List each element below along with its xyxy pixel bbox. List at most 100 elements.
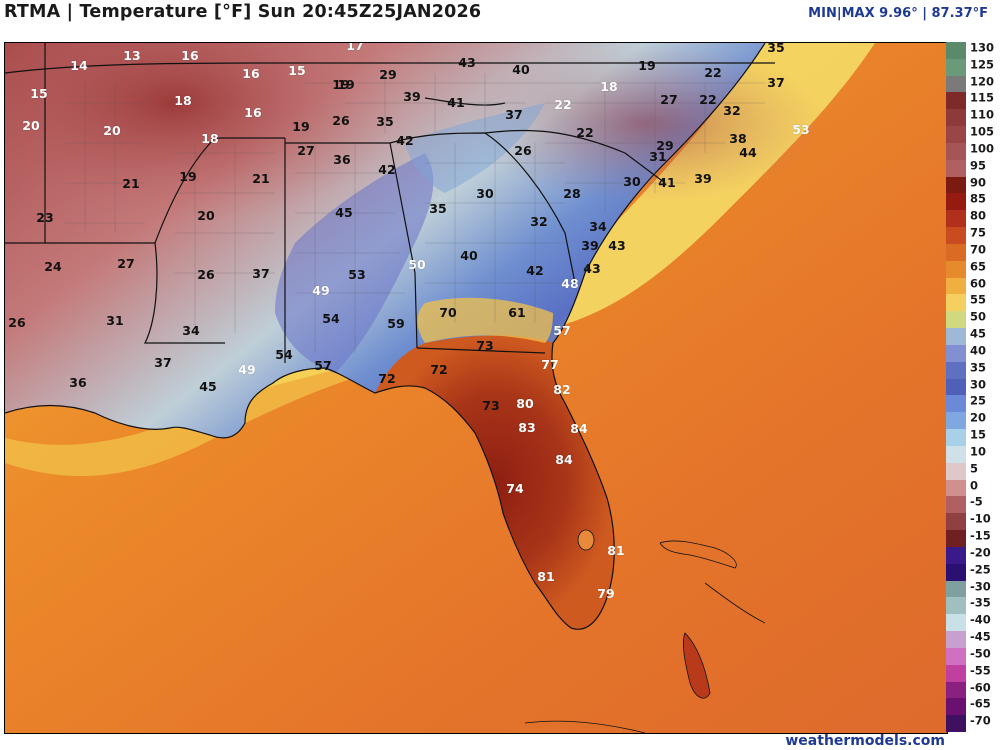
color-scale-tick: 130 [970, 40, 995, 55]
color-scale-tick: 70 [970, 242, 987, 257]
station-temp-value: 14 [70, 57, 88, 73]
color-scale-tick: 30 [970, 376, 987, 391]
station-temp-value: 36 [333, 151, 351, 167]
color-scale-tick: 50 [970, 309, 987, 324]
color-scale-tick: 120 [970, 73, 995, 88]
color-scale-tick: -35 [970, 595, 991, 610]
color-scale-segment [946, 445, 966, 464]
station-temp-value: 57 [553, 322, 571, 338]
station-temp-value: 39 [694, 170, 712, 186]
station-temp-value: 34 [182, 322, 200, 338]
station-temp-value: 34 [589, 218, 607, 234]
color-scale-segment [946, 361, 966, 380]
station-temp-value: 72 [378, 370, 396, 386]
color-scale-tick: -20 [970, 545, 991, 560]
color-scale-tick: 5 [970, 460, 979, 475]
color-scale-segment [946, 75, 966, 93]
station-temp-value: 42 [396, 132, 414, 148]
color-scale-segment [946, 328, 966, 346]
station-temp-value: 44 [739, 144, 757, 160]
color-scale-tick: 45 [970, 326, 987, 341]
min-max-readout: MIN|MAX 9.96° | 87.37°F [808, 6, 988, 21]
station-temp-value: 45 [199, 378, 217, 394]
station-temp-value: 26 [514, 142, 532, 158]
color-scale-segment [946, 58, 966, 77]
station-temp-value: 27 [660, 91, 678, 107]
color-scale-tick: 85 [970, 191, 987, 206]
station-temp-value: 35 [429, 200, 447, 216]
station-temp-value: 29 [656, 137, 674, 153]
color-scale-tick: 55 [970, 292, 987, 307]
station-temp-value: 72 [430, 361, 448, 377]
color-scale-tick: 125 [970, 57, 995, 72]
map-field [5, 43, 947, 733]
station-temp-value: 49 [312, 282, 330, 298]
station-temp-value: 26 [332, 112, 350, 128]
color-scale-segment [946, 580, 966, 598]
color-scale-tick: -65 [970, 696, 991, 711]
site-credit[interactable]: weathermodels.com [785, 733, 945, 749]
station-temp-value: 61 [508, 304, 526, 320]
color-scale-tick: -15 [970, 528, 991, 543]
color-scale-tick: 0 [970, 477, 979, 492]
station-temp-value: 49 [238, 361, 256, 377]
color-scale-tick: 110 [970, 107, 995, 122]
color-scale-segment [946, 395, 966, 413]
station-temp-value: 39 [581, 237, 599, 253]
color-scale-segment [946, 193, 966, 211]
color-scale-segment [946, 664, 966, 682]
station-temp-value: 82 [553, 381, 571, 397]
station-temp-value: 42 [378, 161, 396, 177]
station-temp-value: 59 [387, 315, 405, 331]
color-scale-ticks: 130 125 120 115 110 105 100 95 90 85 80 75 70 65 60 55 5… [968, 42, 1000, 732]
color-scale-segment [946, 412, 966, 430]
station-temp-value: 35 [767, 42, 785, 55]
color-scale-tick: 75 [970, 225, 987, 240]
color-scale-tick: -5 [970, 494, 983, 509]
color-scale-tick: -30 [970, 578, 991, 593]
station-temp-value: 37 [154, 354, 172, 370]
station-temp-value: 19 [332, 76, 350, 92]
station-temp-value: 17 [346, 42, 364, 53]
color-scale-segment [946, 176, 966, 194]
color-scale-segment [946, 479, 966, 497]
color-scale-segment [946, 614, 966, 632]
color-scale-segment [946, 681, 966, 699]
station-temp-value: 81 [607, 542, 625, 558]
station-temp-value: 45 [335, 204, 353, 220]
station-temp-value: 20 [103, 122, 121, 138]
station-temp-value: 40 [512, 61, 530, 77]
station-temp-value: 31 [649, 148, 667, 164]
station-temp-value: 37 [767, 74, 785, 90]
station-temp-value: 54 [275, 346, 293, 362]
color-scale-tick: -45 [970, 629, 991, 644]
color-scale-segment [946, 563, 966, 582]
color-scale-tick: -55 [970, 662, 991, 677]
station-temp-value: 15 [30, 85, 48, 101]
florida-warm-core [375, 335, 615, 630]
color-scale-tick: 40 [970, 343, 987, 358]
color-scale-segment [946, 42, 966, 60]
station-temp-value: 81 [537, 568, 555, 584]
station-temp-value: 39 [403, 88, 421, 104]
station-temp-value: 27 [117, 255, 135, 271]
station-temp-value: 50 [408, 256, 426, 272]
color-scale-segment [946, 227, 966, 245]
color-scale-tick: 90 [970, 174, 987, 189]
station-temp-value: 54 [322, 310, 340, 326]
color-scale-tick: 60 [970, 275, 987, 290]
color-scale-segment [946, 496, 966, 514]
station-temp-value: 24 [44, 258, 62, 274]
station-temp-value: 84 [570, 420, 588, 436]
station-temp-value: 79 [597, 585, 615, 601]
station-temp-value: 18 [174, 92, 192, 108]
station-temp-value: 38 [729, 130, 747, 146]
color-scale-tick: 115 [970, 90, 995, 105]
temperature-map[interactable]: 17 13 16 14 15 16 15 18 16 20 20 18 19 19 21 19 21 20 23 24… [4, 42, 948, 734]
color-scale-segment [946, 126, 966, 144]
color-scale-tick: 15 [970, 427, 987, 442]
station-temp-value: 83 [518, 419, 536, 435]
station-temp-value: 26 [8, 314, 26, 330]
station-temp-value: 80 [516, 395, 534, 411]
station-temp-value: 21 [252, 170, 270, 186]
